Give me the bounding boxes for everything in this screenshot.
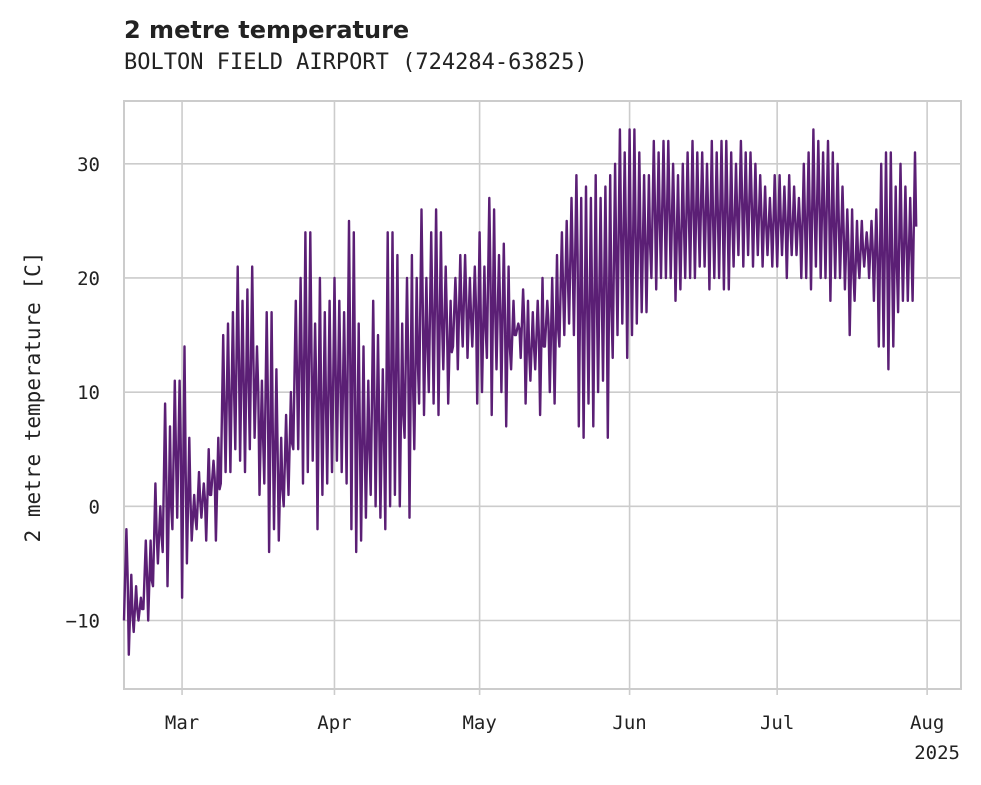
x-tick-label: Apr (317, 712, 351, 734)
chart-subtitle: BOLTON FIELD AIRPORT (724284-63825) (124, 50, 588, 75)
y-tick-label: 20 (77, 268, 100, 290)
y-tick-label: 0 (89, 496, 100, 518)
axis-ticks: −10 0 10 20 30 Mar Apr May Jun Jul Aug (66, 154, 945, 734)
x-tick-label: Jul (760, 712, 794, 734)
y-tick-label: 30 (77, 154, 100, 176)
x-tick-label: Aug (910, 712, 944, 734)
x-tick-label: Mar (165, 712, 199, 734)
x-tick-label: Jun (612, 712, 646, 734)
x-tick-label: May (462, 712, 496, 734)
y-axis-label: 2 metre temperature [C] (21, 252, 45, 543)
temperature-series-line (122, 128, 918, 656)
y-tick-label: 10 (77, 382, 100, 404)
chart-title: 2 metre temperature (124, 16, 410, 44)
y-tick-label: −10 (66, 610, 100, 632)
plot-frame (123, 100, 962, 690)
x-axis-year-label: 2025 (914, 742, 960, 764)
